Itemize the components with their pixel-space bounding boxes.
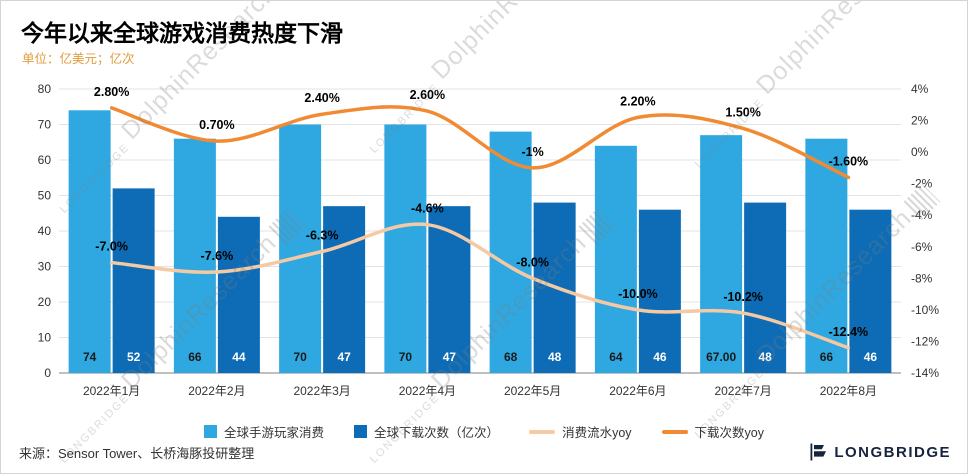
svg-text:48: 48 (758, 350, 772, 364)
svg-text:-8%: -8% (911, 271, 933, 285)
bar-series-0: 74 66 70 70 68 64 67.00 66 (68, 110, 848, 374)
line-series-0: -7.0% -7.6% -6.3% -4.6% -8.0% -10.0% -10.2% -12… (95, 202, 869, 350)
svg-text:-10.2%: -10.2% (723, 290, 763, 304)
svg-text:47: 47 (443, 350, 457, 364)
svg-text:-7.0%: -7.0% (95, 240, 128, 254)
page-title: 今年以来全球游戏消费热度下滑 (21, 20, 343, 46)
svg-text:2022年8月: 2022年8月 (820, 384, 877, 398)
legend: 全球手游玩家消费 全球下载次数（亿次） 消费流水yoy 下载次数yoy (1, 422, 967, 441)
svg-text:2.40%: 2.40% (304, 91, 339, 105)
svg-text:-7.6%: -7.6% (201, 249, 234, 263)
svg-text:70: 70 (38, 118, 52, 132)
svg-text:2022年5月: 2022年5月 (504, 384, 561, 398)
svg-text:2.20%: 2.20% (620, 94, 655, 108)
svg-text:80: 80 (38, 82, 52, 96)
svg-text:66: 66 (188, 350, 202, 364)
svg-text:0%: 0% (911, 145, 929, 159)
svg-text:66: 66 (820, 350, 834, 364)
right-axis-labels: 4% 2% 0% -2% -4% -6% -8% -10% -12% -14% (911, 82, 939, 380)
svg-text:-4.6%: -4.6% (411, 202, 444, 216)
svg-text:48: 48 (548, 350, 562, 364)
legend-label: 全球下载次数（亿次） (374, 426, 500, 440)
svg-text:30: 30 (38, 260, 52, 274)
legend-item-downloads-yoy: 下载次数yoy (661, 422, 764, 441)
svg-text:4%: 4% (911, 82, 929, 96)
legend-swatch-bar-dark (354, 425, 368, 438)
svg-text:44: 44 (232, 350, 246, 364)
svg-text:46: 46 (653, 350, 667, 364)
left-axis-labels: 0 10 20 30 40 50 60 70 80 (38, 82, 52, 380)
svg-text:0.70%: 0.70% (199, 118, 234, 132)
svg-text:2.60%: 2.60% (410, 88, 445, 102)
svg-text:2022年2月: 2022年2月 (188, 384, 245, 398)
svg-text:74: 74 (83, 350, 97, 364)
longbridge-logo: LONGBRIDGE (808, 442, 951, 462)
legend-item-consumption: 全球手游玩家消费 (204, 422, 324, 441)
legend-swatch-line-peach (529, 429, 556, 434)
svg-text:-8.0%: -8.0% (516, 255, 549, 269)
svg-text:-12%: -12% (911, 334, 939, 348)
svg-text:2022年6月: 2022年6月 (609, 384, 666, 398)
svg-text:-2%: -2% (911, 177, 933, 191)
svg-text:-1%: -1% (522, 145, 544, 159)
svg-text:-10.0%: -10.0% (618, 287, 658, 301)
bar-series-1: 52 44 47 47 48 46 48 46 (112, 188, 892, 373)
unit-label: 单位：亿美元；亿次 (22, 52, 135, 66)
svg-text:-6%: -6% (911, 240, 933, 254)
legend-swatch-line-orange (661, 429, 688, 434)
svg-text:2022年7月: 2022年7月 (714, 384, 771, 398)
svg-text:2%: 2% (911, 114, 929, 128)
svg-text:0: 0 (44, 366, 51, 380)
svg-text:47: 47 (337, 350, 351, 364)
svg-text:40: 40 (38, 224, 52, 238)
legend-swatch-bar-light (204, 425, 218, 438)
x-axis-labels: 2022年1月 2022年2月 2022年3月 2022年4月 2022年5月 2022年… (83, 384, 877, 398)
svg-text:64: 64 (609, 350, 623, 364)
svg-text:67.00: 67.00 (706, 350, 736, 364)
svg-text:-12.4%: -12.4% (829, 325, 869, 339)
svg-text:52: 52 (127, 350, 141, 364)
flag-icon (810, 443, 827, 461)
svg-text:-6.3%: -6.3% (306, 229, 339, 243)
svg-text:70: 70 (293, 350, 307, 364)
svg-text:2022年1月: 2022年1月 (83, 384, 140, 398)
svg-text:-10%: -10% (911, 303, 939, 317)
svg-text:-4%: -4% (911, 208, 933, 222)
svg-text:2.80%: 2.80% (94, 85, 129, 99)
source-note: 来源：Sensor Tower、长桥海豚投研整理 (19, 446, 255, 461)
legend-label: 下载次数yoy (694, 426, 764, 440)
svg-text:68: 68 (504, 350, 518, 364)
svg-text:46: 46 (864, 350, 878, 364)
line-series-1: 2.80% 0.70% 2.40% 2.60% -1% 2.20% 1.50% -1.60% (94, 85, 869, 180)
svg-text:50: 50 (38, 189, 52, 203)
svg-text:-1.60%: -1.60% (829, 154, 869, 168)
legend-label: 消费流水yoy (562, 426, 632, 440)
svg-text:60: 60 (38, 153, 52, 167)
svg-text:1.50%: 1.50% (725, 105, 760, 119)
svg-text:70: 70 (399, 350, 413, 364)
legend-item-downloads: 全球下载次数（亿次） (354, 422, 499, 441)
svg-text:2022年4月: 2022年4月 (399, 384, 456, 398)
brand-name: LONGBRIDGE (834, 443, 951, 461)
svg-text:10: 10 (38, 331, 52, 345)
legend-label: 全球手游玩家消费 (224, 426, 325, 440)
legend-item-revenue-yoy: 消费流水yoy (529, 422, 632, 441)
svg-text:-14%: -14% (911, 366, 939, 380)
svg-text:20: 20 (38, 295, 52, 309)
svg-text:2022年3月: 2022年3月 (293, 384, 350, 398)
